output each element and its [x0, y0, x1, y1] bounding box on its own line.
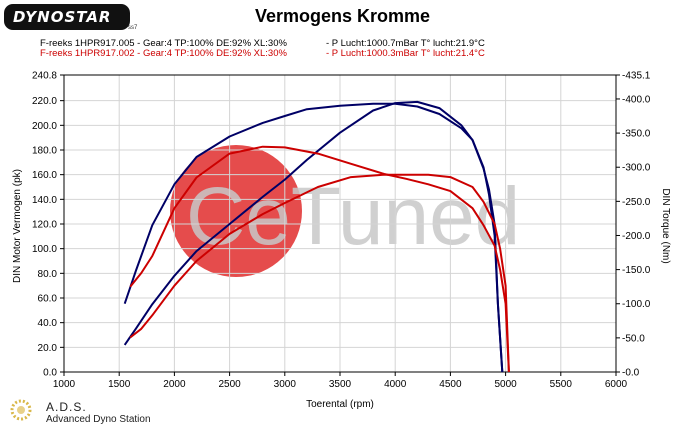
y-tick-label: 0.0 — [43, 368, 57, 379]
y-tick-label: 240.8 — [32, 71, 57, 82]
y2-tick-label: -435.1 — [622, 71, 651, 82]
series-f-reeks-1hpr917-005-power — [123, 100, 504, 373]
x-tick-label: 3500 — [329, 379, 352, 390]
y2-tick-label: -300.0 — [622, 163, 651, 174]
legend-run-2-left: F-reeks 1HPR917.002 - Gear:4 TP:100% DE:… — [40, 48, 287, 59]
y2-tick-label: -150.0 — [622, 265, 651, 276]
y-tick-label: 200.0 — [32, 121, 57, 132]
y-axis-right: -0.0 -50.0 -100.0 -150.0 -200.0 -250.0 -300.0 -… — [616, 71, 651, 379]
x-tick-label: 1000 — [53, 379, 76, 390]
y2-tick-label: -350.0 — [622, 129, 651, 140]
grid — [63, 74, 617, 373]
dynostar-logo: DYNOSTAR — [4, 4, 130, 30]
y-tick-label: 140.0 — [32, 195, 57, 206]
x-tick-label: 4000 — [384, 379, 407, 390]
x-tick-label: 6000 — [605, 379, 628, 390]
ads-subtitle: Advanced Dyno Station — [46, 414, 151, 425]
series — [123, 100, 510, 373]
y2-tick-label: -50.0 — [622, 333, 645, 344]
y2-tick-label: -400.0 — [622, 94, 651, 105]
x-tick-label: 5000 — [494, 379, 517, 390]
chart-title: Vermogens Kromme — [254, 6, 431, 26]
y2-axis-label: DIN Torque (Nm) — [660, 188, 671, 263]
ads-logo-icon — [10, 399, 32, 421]
y-axis-left: 0.0 20.0 40.0 60.0 80.0 100.0 120.0 140.0 160.0 1… — [32, 71, 64, 379]
series-f-reeks-1hpr917-002-power — [129, 173, 510, 373]
y-tick-label: 20.0 — [38, 343, 58, 354]
x-tick-label: 1500 — [108, 379, 131, 390]
y2-tick-label: -200.0 — [622, 231, 651, 242]
y2-tick-label: -250.0 — [622, 197, 651, 208]
x-axis: 1000 1500 2000 2500 3000 3500 4000 4500 5000 5500… — [53, 372, 628, 390]
legend-run-1-right: - P Lucht:1000.7mBar T° lucht:21.9°C — [326, 38, 485, 49]
y-tick-label: 160.0 — [32, 170, 57, 181]
y2-tick-label: -0.0 — [622, 368, 640, 379]
legend-run-2-right: - P Lucht:1000.3mBar T° lucht:21.4°C — [326, 48, 485, 59]
x-tick-label: 5500 — [550, 379, 573, 390]
watermark-text: CeTuned — [186, 171, 520, 262]
y-tick-label: 80.0 — [38, 269, 58, 280]
x-tick-label: 3000 — [274, 379, 297, 390]
series-f-reeks-1hpr917-002-torque — [129, 145, 510, 373]
legend-run-1-left: F-reeks 1HPR917.005 - Gear:4 TP:100% DE:… — [40, 38, 287, 49]
y-tick-label: 220.0 — [32, 96, 57, 107]
y-axis-label: DIN Motor Vermogen (pk) — [12, 169, 23, 283]
x-tick-label: 2000 — [163, 379, 186, 390]
x-tick-label: 2500 — [218, 379, 241, 390]
y-tick-label: 180.0 — [32, 145, 57, 156]
logo-text: DYNOSTAR — [13, 8, 112, 26]
x-axis-label: Toerental (rpm) — [306, 399, 374, 410]
y-tick-label: 40.0 — [38, 318, 58, 329]
cetuned-watermark: CeTuned — [170, 145, 520, 277]
y-tick-label: 120.0 — [32, 219, 57, 230]
x-tick-label: 4500 — [439, 379, 462, 390]
logo-sub: ss7 — [128, 25, 138, 31]
y-tick-label: 100.0 — [32, 244, 57, 255]
watermark-circle — [170, 145, 302, 277]
y-tick-label: 60.0 — [38, 293, 58, 304]
ads-name: A.D.S. — [46, 400, 87, 414]
y2-tick-label: -100.0 — [622, 299, 651, 310]
